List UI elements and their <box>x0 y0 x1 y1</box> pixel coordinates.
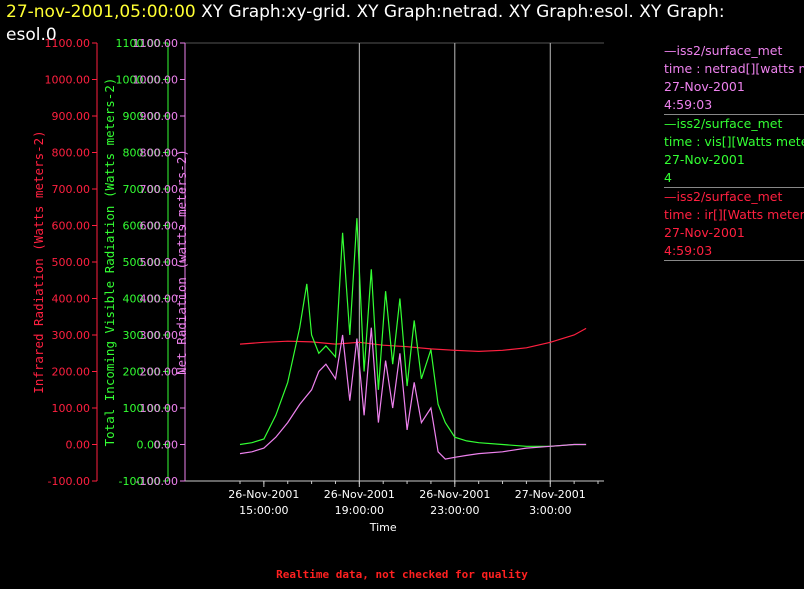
y-tick-label: 300.00 <box>52 329 91 342</box>
legend-variable: time : netrad[][watts meters-2] <box>664 61 804 76</box>
y-tick-label: 100.00 <box>52 402 91 415</box>
y-tick-label: 700.00 <box>123 183 162 196</box>
y-tick-label: -100.00 <box>119 475 161 488</box>
x-tick-date: 27-Nov-2001 <box>515 488 586 501</box>
x-tick-time: 19:00:00 <box>335 504 384 517</box>
y-tick-label: 700.00 <box>140 183 179 196</box>
legend-variable: time : ir[][Watts meters-2] <box>664 207 804 222</box>
y-tick-label: 800.00 <box>140 147 179 160</box>
legend-time: 4:59:03 <box>664 97 713 112</box>
legend-source: —iss2/surface_met <box>664 116 783 131</box>
y-tick-label: 700.00 <box>52 183 91 196</box>
legend-entry-vis[interactable]: —iss2/surface_met time : vis[][Watts met… <box>664 115 804 188</box>
chart-title: 27-nov-2001,05:00:00 XY Graph:xy-grid. X… <box>6 2 725 22</box>
y-tick-label: -100.00 <box>48 475 90 488</box>
x-tick-date: 26-Nov-2001 <box>324 488 395 501</box>
y-tick-label: 0.00 <box>137 439 162 452</box>
y-tick-label: 0.00 <box>66 439 91 452</box>
y-axis-title: Net Radiation (watts meters-2) <box>174 149 189 375</box>
series-line-vis <box>239 218 587 447</box>
y-tick-label: 1100.00 <box>116 37 162 50</box>
y-tick-label: 200.00 <box>140 366 179 379</box>
y-tick-label: 1100.00 <box>133 37 179 50</box>
y-tick-label: 200.00 <box>123 366 162 379</box>
legend-source: —iss2/surface_met <box>664 189 783 204</box>
y-tick-label: 300.00 <box>123 329 162 342</box>
y-tick-label: 400.00 <box>140 293 179 306</box>
legend-time: 4:59:03 <box>664 243 713 258</box>
y-tick-label: 400.00 <box>52 293 91 306</box>
x-tick-time: 23:00:00 <box>430 504 479 517</box>
y-axis-title: Infrared Radiation (Watts meters-2) <box>31 130 46 393</box>
y-tick-label: 900.00 <box>52 110 91 123</box>
y-tick-label: 1000.00 <box>116 74 162 87</box>
chart-title-continued: esol.0 <box>6 25 57 45</box>
y-tick-label: 400.00 <box>123 293 162 306</box>
y-tick-label: 300.00 <box>140 329 179 342</box>
y-tick-label: 0.00 <box>154 439 179 452</box>
x-axis-title: Time <box>369 521 397 534</box>
legend-source: —iss2/surface_met <box>664 43 783 58</box>
legend-date: 27-Nov-2001 <box>664 79 745 94</box>
y-tick-label: 600.00 <box>52 220 91 233</box>
y-tick-label: 900.00 <box>140 110 179 123</box>
y-tick-label: 800.00 <box>52 147 91 160</box>
y-tick-label: 1000.00 <box>133 74 179 87</box>
y-tick-label: 600.00 <box>123 220 162 233</box>
legend-date: 27-Nov-2001 <box>664 152 745 167</box>
legend-entry-netrad[interactable]: —iss2/surface_met time : netrad[][watts … <box>664 42 804 115</box>
legend: —iss2/surface_met time : netrad[][watts … <box>664 42 804 261</box>
series-line-ir <box>239 327 587 353</box>
y-tick-label: -100.00 <box>136 475 178 488</box>
legend-variable: time : vis[][Watts meters-2] <box>664 134 804 149</box>
y-tick-label: 100.00 <box>123 402 162 415</box>
legend-entry-ir[interactable]: —iss2/surface_met time : ir[][Watts mete… <box>664 188 804 261</box>
x-tick-time: 3:00:00 <box>529 504 571 517</box>
y-tick-label: 800.00 <box>123 147 162 160</box>
y-tick-label: 600.00 <box>140 220 179 233</box>
y-tick-label: 100.00 <box>140 402 179 415</box>
y-tick-label: 500.00 <box>140 256 179 269</box>
y-tick-label: 500.00 <box>123 256 162 269</box>
y-tick-label: 1100.00 <box>45 37 91 50</box>
y-tick-label: 1000.00 <box>45 74 91 87</box>
quality-disclaimer: Realtime data, not checked for quality <box>276 568 528 581</box>
y-tick-label: 200.00 <box>52 366 91 379</box>
x-tick-time: 15:00:00 <box>239 504 288 517</box>
y-tick-label: 500.00 <box>52 256 91 269</box>
title-graph-list: XY Graph:xy-grid. XY Graph:netrad. XY Gr… <box>195 2 725 22</box>
series-line-netrad <box>239 327 587 460</box>
legend-time: 4 <box>664 170 672 185</box>
legend-date: 27-Nov-2001 <box>664 225 745 240</box>
x-tick-date: 26-Nov-2001 <box>228 488 299 501</box>
title-timestamp: 27-nov-2001,05:00:00 <box>6 2 196 22</box>
y-tick-label: 900.00 <box>123 110 162 123</box>
y-axis-title: Total Incoming Visible Radiation (Watts … <box>102 78 117 447</box>
x-tick-date: 26-Nov-2001 <box>419 488 490 501</box>
